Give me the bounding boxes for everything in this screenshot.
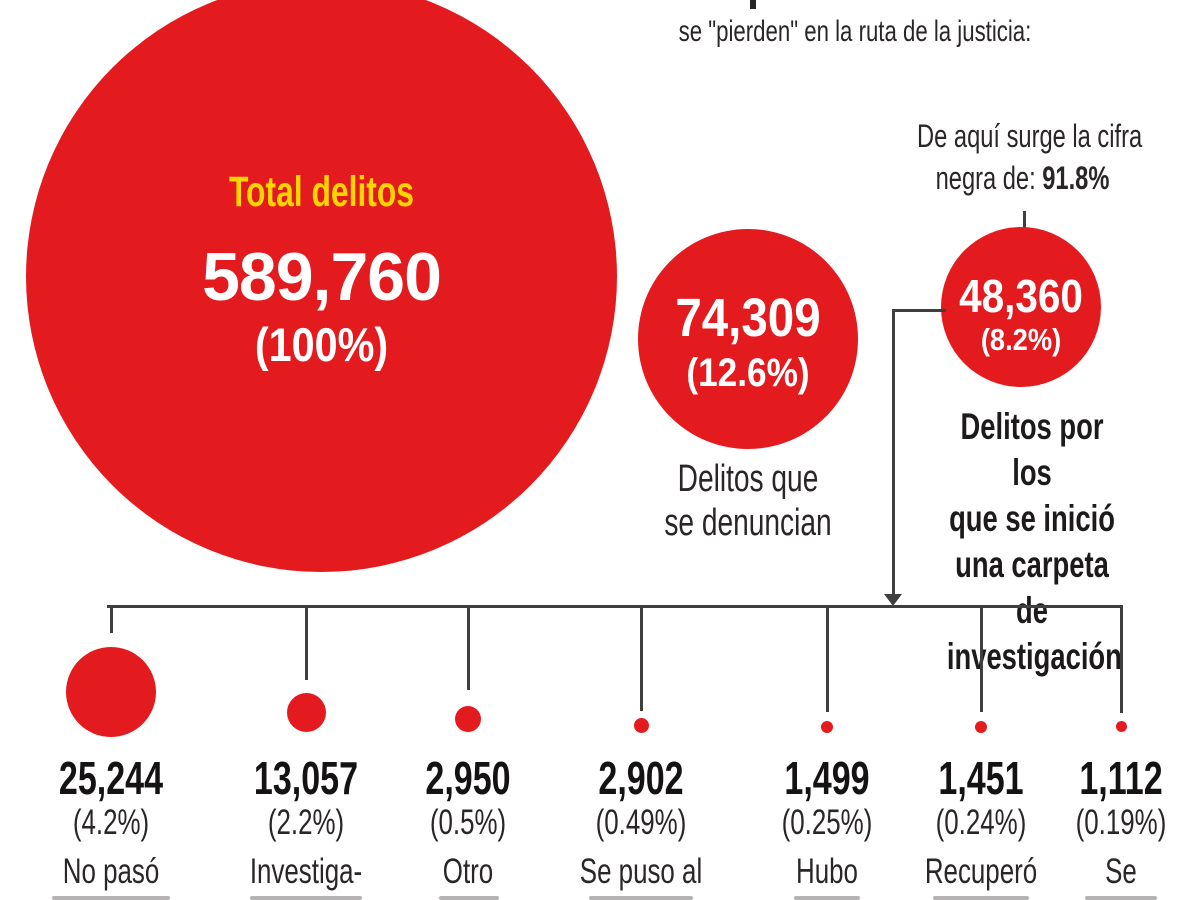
annotation-connector-line <box>1023 211 1026 228</box>
investigated-crimes-caption-line1: Delitos por los <box>960 406 1104 493</box>
total-crimes-percent: (100%) <box>254 318 389 371</box>
branch-line <box>825 607 829 712</box>
investigated-crimes-value: 48,360 <box>959 270 1083 322</box>
cut-off-text-fragment <box>933 896 1029 900</box>
outcome-bubble <box>975 721 987 733</box>
outcome-percent: (0.49%) <box>595 803 687 842</box>
outcome-percent: (0.19%) <box>1075 803 1167 842</box>
outcome-label: Hubo <box>796 852 858 891</box>
branch-line <box>1119 607 1123 713</box>
branch-line <box>466 607 470 690</box>
investigated-crimes-caption-line2: que se inició <box>949 498 1115 539</box>
outcome-bubble <box>455 706 481 732</box>
page-title: se "pierden" en la ruta de la justicia: <box>678 15 1032 48</box>
outcome-bubble <box>1115 721 1127 732</box>
black-figure-annotation: De aquí surge la cifra negra de: 91.8% <box>917 115 1143 199</box>
outcome-bubble <box>633 718 649 733</box>
outcome-bubble <box>821 721 833 733</box>
outcome-bubble <box>286 693 326 732</box>
outcome-percent: (4.2%) <box>72 803 150 842</box>
outcome-label: No pasó <box>62 852 160 891</box>
outcome-value: 1,499 <box>784 752 870 804</box>
cut-off-text-fragment <box>250 896 362 900</box>
outcome-value: 1,112 <box>1079 752 1163 804</box>
investigated-crimes-caption-line3: una carpeta de <box>955 544 1109 631</box>
outcome-value: 13,057 <box>253 752 359 804</box>
outcome-label: Se puso al <box>579 852 703 891</box>
cut-off-text-fragment <box>589 896 693 900</box>
reported-crimes-caption: Delitos que se denuncian <box>659 457 837 545</box>
outcome-percent: (0.24%) <box>935 803 1027 842</box>
outcome-value: 2,902 <box>598 752 684 804</box>
reported-crimes-percent: (12.6%) <box>686 351 810 395</box>
branch-line <box>979 607 983 712</box>
investigated-crimes-caption: Delitos por los que se inició una carpet… <box>946 404 1122 680</box>
black-figure-annotation-prefix: negra de: <box>935 160 1043 196</box>
distribution-axis-line <box>107 605 1123 608</box>
connector-line-horizontal <box>894 309 946 312</box>
reported-crimes-value: 74,309 <box>675 288 821 348</box>
branch-line <box>639 607 643 711</box>
outcome-percent: (0.5%) <box>429 803 507 842</box>
arrow-down-icon <box>884 594 902 606</box>
outcome-label: Recuperó <box>924 852 1038 891</box>
branch-line <box>304 607 308 680</box>
outcome-percent: (0.25%) <box>781 803 873 842</box>
reported-crimes-caption-line1: Delitos que <box>677 458 819 500</box>
cut-off-text-fragment <box>794 896 860 900</box>
investigated-crimes-percent: (8.2%) <box>980 322 1062 357</box>
outcome-percent: (2.2%) <box>267 803 345 842</box>
outcome-value: 25,244 <box>58 752 164 804</box>
connector-line-vertical <box>892 309 895 595</box>
cut-off-text-fragment <box>750 0 756 9</box>
black-figure-annotation-line1: De aquí surge la cifra <box>917 118 1143 154</box>
branch-line <box>109 607 113 633</box>
black-figure-percent: 91.8% <box>1042 160 1110 196</box>
reported-crimes-caption-line2: se denuncian <box>664 502 832 544</box>
total-crimes-bubble: Total delitos 589,760 (100%) <box>26 0 617 572</box>
outcome-label: Investiga- <box>249 852 363 891</box>
outcome-value: 1,451 <box>938 752 1024 804</box>
investigated-crimes-bubble: 48,360 (8.2%) <box>941 227 1101 387</box>
investigated-crimes-caption-line4: investigación <box>946 636 1122 677</box>
outcome-bubble <box>66 647 156 737</box>
black-figure-annotation-line2: negra de: 91.8% <box>917 157 1128 199</box>
cut-off-text-fragment <box>439 896 499 900</box>
cut-off-text-fragment <box>1085 896 1157 900</box>
total-crimes-label: Total delitos <box>228 168 415 216</box>
outcome-label: Otro <box>442 852 494 891</box>
outcome-label: Se <box>1105 852 1137 891</box>
outcome-value: 2,950 <box>425 752 511 804</box>
cut-off-text-fragment <box>52 896 170 900</box>
total-crimes-value: 589,760 <box>202 239 442 315</box>
reported-crimes-bubble: 74,309 (12.6%) <box>638 229 858 449</box>
